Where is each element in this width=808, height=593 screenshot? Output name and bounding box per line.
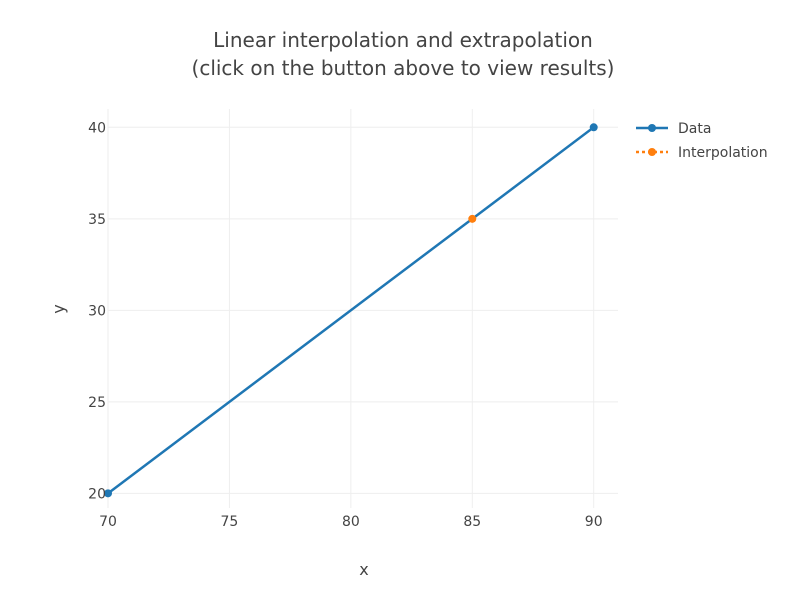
x-tick-label: 80 bbox=[342, 514, 360, 530]
legend-label: Data bbox=[678, 121, 711, 137]
data-point-data[interactable] bbox=[589, 123, 598, 132]
y-tick-label: 40 bbox=[88, 120, 106, 136]
x-tick-label: 70 bbox=[99, 514, 117, 530]
legend-item-data[interactable]: Data bbox=[636, 121, 711, 137]
y-tick-label: 20 bbox=[88, 486, 106, 502]
legend[interactable]: Data Interpolation bbox=[636, 121, 768, 161]
legend-label: Interpolation bbox=[678, 145, 768, 161]
chart-title: Linear interpolation and extrapolation (… bbox=[192, 28, 615, 80]
legend-marker-swatch bbox=[648, 148, 656, 156]
series-data bbox=[104, 123, 598, 498]
tick-labels: 70 75 80 85 90 20 25 30 35 40 bbox=[88, 120, 602, 530]
series-layer bbox=[104, 123, 598, 498]
x-axis-title: x bbox=[359, 560, 368, 579]
series-interpolation bbox=[468, 214, 477, 223]
data-point-interpolation[interactable] bbox=[468, 214, 477, 223]
y-tick-label: 25 bbox=[88, 395, 106, 411]
legend-item-interpolation[interactable]: Interpolation bbox=[636, 145, 768, 161]
grid bbox=[107, 109, 618, 508]
y-axis-title: y bbox=[49, 304, 68, 313]
x-tick-label: 90 bbox=[585, 514, 603, 530]
series-line-data bbox=[107, 126, 595, 495]
data-point-data[interactable] bbox=[104, 489, 112, 498]
chart-title-line-1: Linear interpolation and extrapolation bbox=[213, 28, 593, 52]
legend-marker-swatch bbox=[648, 124, 656, 132]
y-tick-label: 30 bbox=[88, 303, 106, 319]
y-tick-label: 35 bbox=[88, 212, 106, 228]
chart-title-line-2: (click on the button above to view resul… bbox=[192, 56, 615, 80]
x-tick-label: 85 bbox=[463, 514, 481, 530]
x-tick-label: 75 bbox=[221, 514, 239, 530]
